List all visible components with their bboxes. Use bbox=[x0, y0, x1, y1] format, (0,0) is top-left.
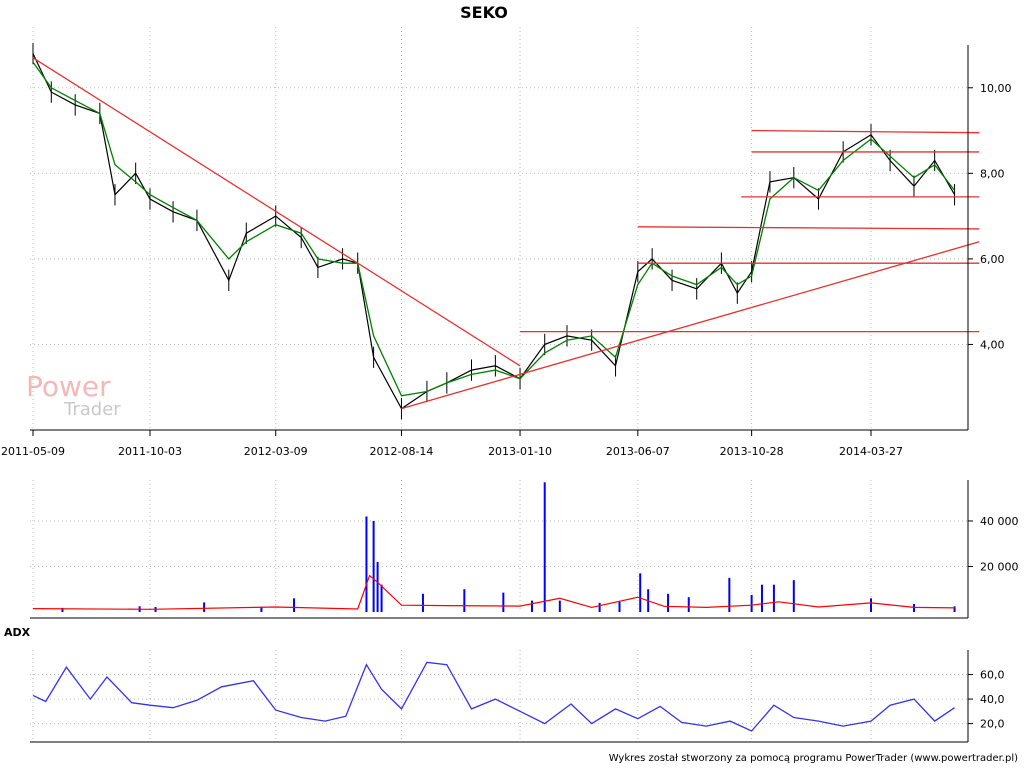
volume-bar bbox=[953, 606, 956, 612]
volume-bar bbox=[543, 482, 546, 612]
price-panel bbox=[32, 42, 980, 420]
volume-bar bbox=[61, 607, 64, 612]
x-tick-label: 2011-05-09 bbox=[1, 445, 65, 458]
y-tick-label: 40 000 bbox=[980, 515, 1019, 528]
volume-bar bbox=[870, 598, 872, 612]
volume-bar bbox=[372, 520, 375, 612]
volume-bar bbox=[667, 593, 670, 612]
watermark-line1: Power bbox=[26, 370, 111, 403]
volume-bar bbox=[376, 561, 379, 612]
x-tick-label: 2013-01-10 bbox=[488, 445, 552, 458]
volume-bar bbox=[203, 602, 206, 612]
y-tick-label: 40,0 bbox=[980, 693, 1005, 706]
moving-average-line bbox=[32, 61, 956, 397]
volume-panel bbox=[32, 482, 956, 612]
volume-bar bbox=[639, 573, 642, 612]
y-tick-label: 20,0 bbox=[980, 718, 1005, 731]
volume-bar bbox=[502, 592, 505, 612]
trendline-up bbox=[401, 241, 980, 410]
x-tick-label: 2012-03-09 bbox=[244, 445, 308, 458]
x-tick-label: 2013-06-07 bbox=[606, 445, 670, 458]
volume-bar bbox=[760, 584, 763, 612]
grid-layer bbox=[30, 27, 968, 742]
axes-layer: 2011-05-09 2011-10-03 2012-03-09 2012-08-14… bbox=[1, 45, 1019, 743]
trendline-horizontal bbox=[751, 129, 980, 134]
y-tick-label: 10,00 bbox=[980, 82, 1012, 95]
x-tick-label: 2013-10-28 bbox=[720, 445, 784, 458]
volume-bar bbox=[618, 601, 621, 612]
x-tick-label: 2011-10-03 bbox=[118, 445, 182, 458]
x-tick-label: 2012-08-14 bbox=[369, 445, 433, 458]
volume-bar bbox=[598, 602, 601, 612]
trendline-down bbox=[32, 57, 521, 367]
volume-bar bbox=[912, 604, 915, 612]
footer-credit: Wykres został stworzony za pomocą progra… bbox=[609, 753, 1018, 764]
watermark-line2: Trader bbox=[63, 399, 121, 420]
trendline-horizontal bbox=[637, 226, 980, 230]
watermark-logo: Power Trader bbox=[26, 370, 121, 420]
y-tick-label: 60,0 bbox=[980, 669, 1005, 682]
volume-bar bbox=[530, 600, 533, 612]
volume-bar bbox=[365, 516, 368, 612]
volume-bar bbox=[260, 606, 263, 612]
y-tick-label: 20 000 bbox=[980, 560, 1019, 573]
chart-title: SEKO bbox=[460, 3, 508, 22]
y-tick-label: 8,00 bbox=[980, 167, 1005, 180]
volume-bar bbox=[421, 593, 424, 612]
volume-bar bbox=[463, 589, 466, 612]
volume-bar bbox=[380, 584, 383, 612]
y-tick-label: 6,00 bbox=[980, 253, 1005, 266]
adx-panel bbox=[32, 661, 955, 732]
volume-bar bbox=[750, 594, 753, 612]
volume-average-line bbox=[32, 574, 955, 610]
volume-bar bbox=[792, 580, 795, 612]
x-tick-label: 2014-03-27 bbox=[839, 445, 903, 458]
volume-bar bbox=[558, 600, 561, 612]
y-tick-label: 4,00 bbox=[980, 338, 1005, 351]
volume-bar bbox=[728, 577, 731, 612]
adx-panel-label: ADX bbox=[4, 626, 31, 639]
volume-bar bbox=[293, 598, 296, 612]
adx-line bbox=[32, 661, 955, 732]
volume-bar bbox=[687, 597, 690, 612]
price-close-line bbox=[32, 53, 956, 410]
volume-bar bbox=[772, 584, 775, 612]
